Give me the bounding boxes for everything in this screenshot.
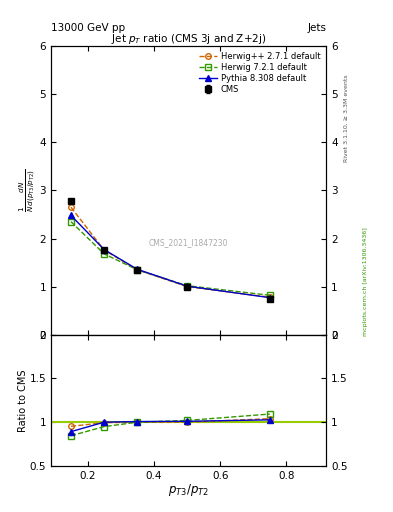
Herwig 7.2.1 default — [69, 219, 73, 225]
Title: Jet $p_T$ ratio (CMS 3j and Z+2j): Jet $p_T$ ratio (CMS 3j and Z+2j) — [111, 32, 266, 46]
Herwig++ 2.7.1 default — [135, 267, 140, 273]
Text: mcplots.cern.ch [arXiv:1306.3436]: mcplots.cern.ch [arXiv:1306.3436] — [363, 227, 368, 336]
Text: 13000 GeV pp: 13000 GeV pp — [51, 23, 125, 33]
Herwig 7.2.1 default — [102, 251, 107, 257]
Pythia 8.308 default — [69, 212, 73, 219]
Herwig++ 2.7.1 default — [268, 294, 272, 300]
Herwig 7.2.1 default — [185, 283, 189, 289]
X-axis label: $p_{T3}/p_{T2}$: $p_{T3}/p_{T2}$ — [168, 482, 209, 498]
Legend: Herwig++ 2.7.1 default, Herwig 7.2.1 default, Pythia 8.308 default, CMS: Herwig++ 2.7.1 default, Herwig 7.2.1 def… — [197, 50, 322, 96]
Text: Rivet 3.1.10, ≥ 3.3M events: Rivet 3.1.10, ≥ 3.3M events — [343, 74, 348, 162]
Pythia 8.308 default — [268, 294, 272, 301]
Line: Pythia 8.308 default: Pythia 8.308 default — [68, 212, 273, 301]
Line: Herwig 7.2.1 default: Herwig 7.2.1 default — [68, 219, 273, 298]
Herwig++ 2.7.1 default — [69, 204, 73, 210]
Herwig 7.2.1 default — [135, 267, 140, 273]
Line: Herwig++ 2.7.1 default: Herwig++ 2.7.1 default — [68, 204, 273, 300]
Pythia 8.308 default — [185, 283, 189, 289]
Herwig 7.2.1 default — [268, 292, 272, 298]
Herwig++ 2.7.1 default — [185, 284, 189, 290]
Y-axis label: Ratio to CMS: Ratio to CMS — [18, 369, 28, 432]
Herwig++ 2.7.1 default — [102, 247, 107, 253]
Pythia 8.308 default — [102, 246, 107, 252]
Y-axis label: $\frac{1}{N}\frac{dN}{d(p_{T3}/p_{T2})}$: $\frac{1}{N}\frac{dN}{d(p_{T3}/p_{T2})}$ — [18, 168, 38, 212]
Text: CMS_2021_I1847230: CMS_2021_I1847230 — [149, 238, 228, 247]
Pythia 8.308 default — [135, 266, 140, 272]
Text: Jets: Jets — [307, 23, 326, 33]
